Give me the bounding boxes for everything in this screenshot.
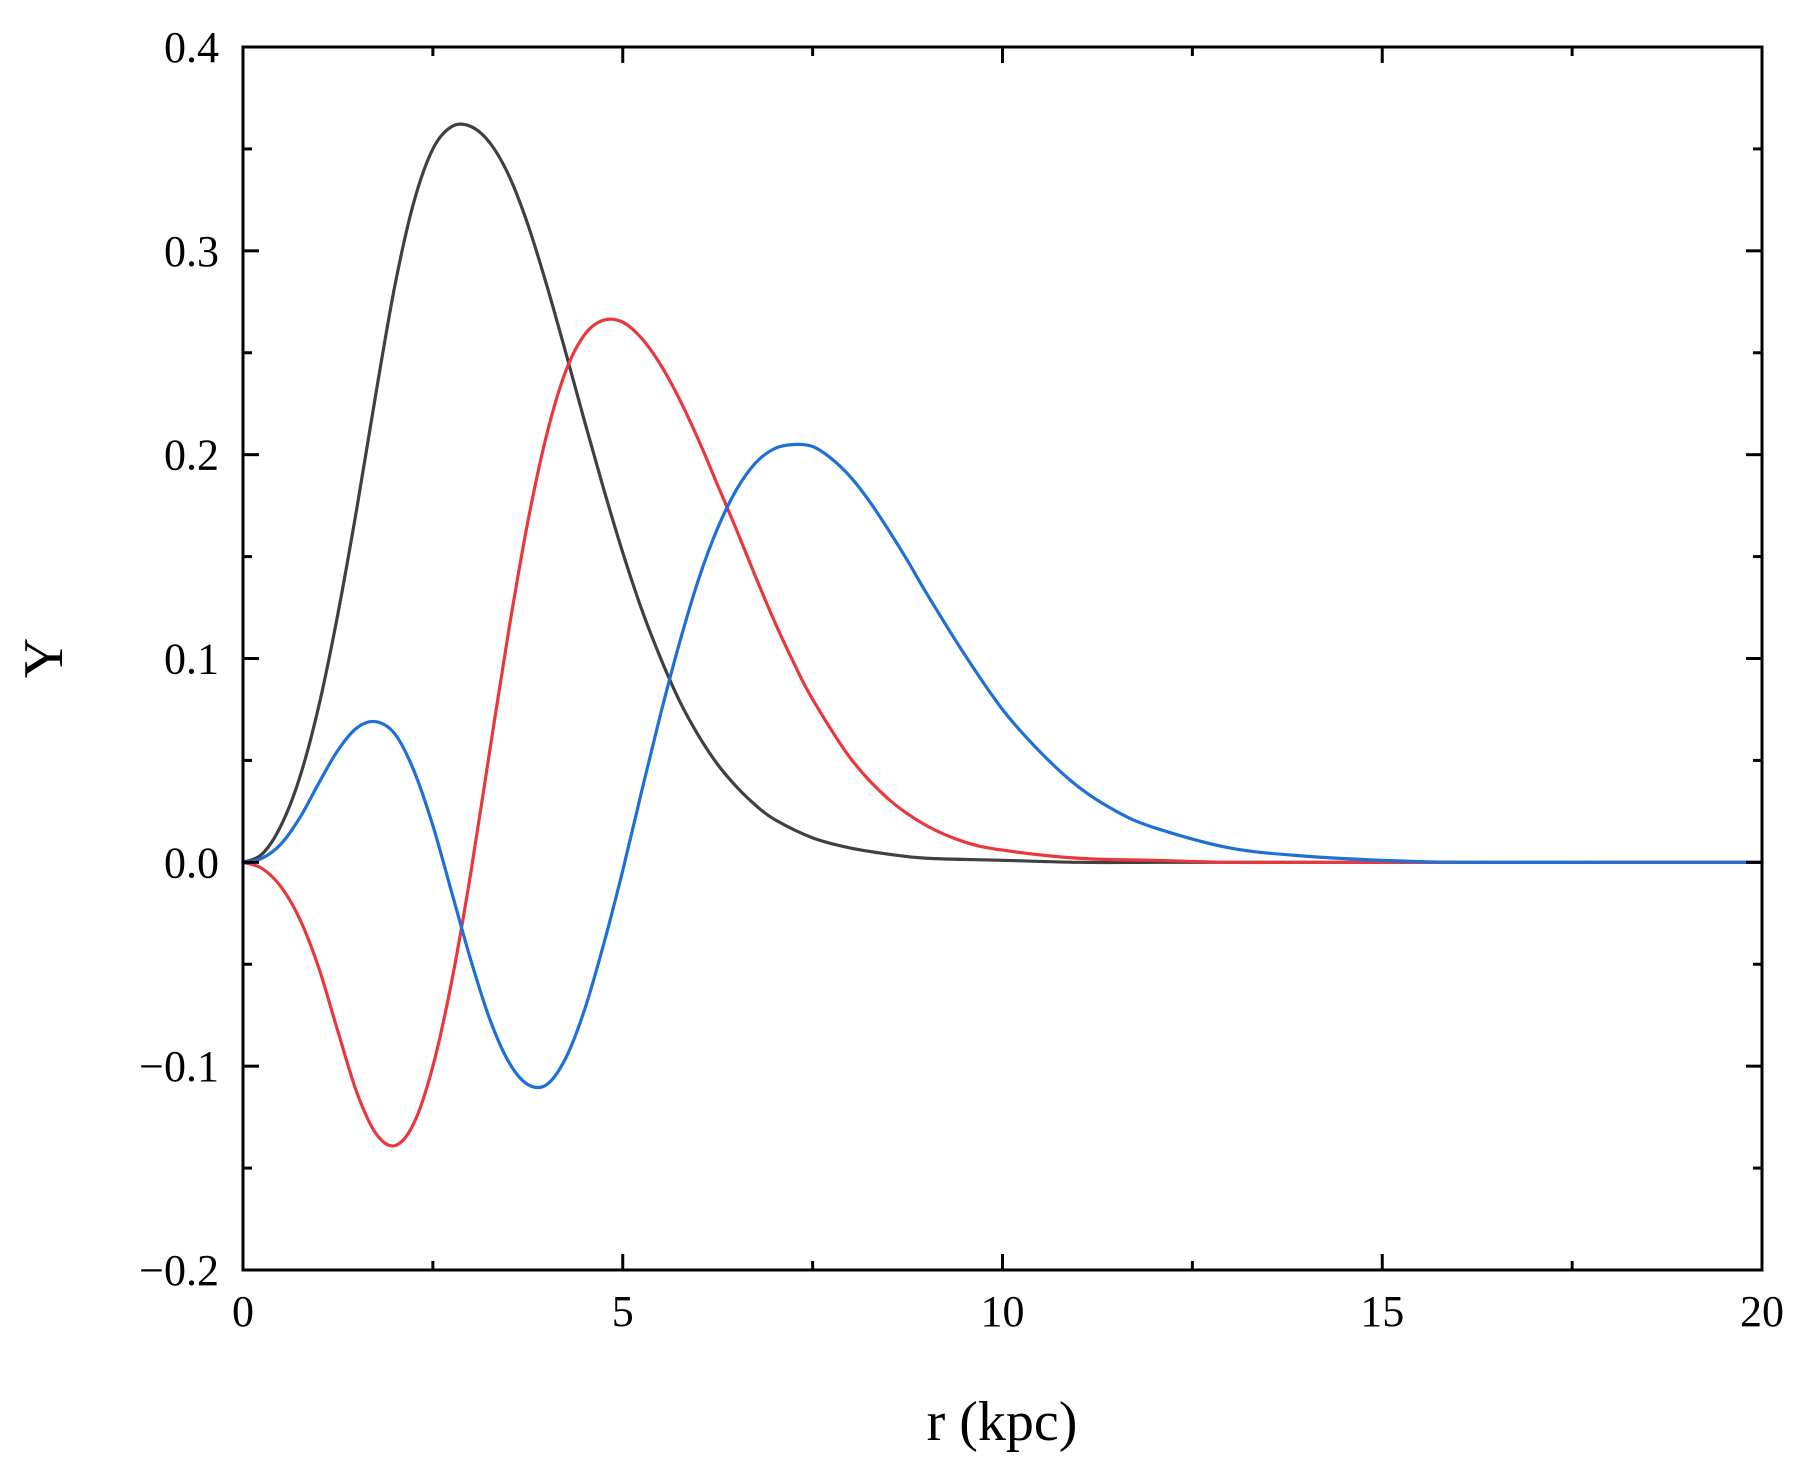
plot-frame (241, 45, 1764, 1272)
x-axis-title: r (kpc) (927, 1391, 1078, 1453)
x-tick-label: 0 (232, 1287, 254, 1336)
x-tick-label: 5 (612, 1287, 634, 1336)
y-tick-label: −0.1 (139, 1042, 219, 1091)
y-tick-label: −0.2 (139, 1246, 219, 1295)
x-tick-label: 15 (1360, 1287, 1404, 1336)
series-line-3 (241, 442, 1764, 1090)
x-tick-label: 10 (981, 1287, 1025, 1336)
x-tick-label: 20 (1740, 1287, 1784, 1336)
series-layer (241, 122, 1764, 1148)
series-line-2 (241, 317, 1764, 1148)
y-tick-label: 0.0 (164, 838, 219, 887)
ticks-layer (241, 45, 1764, 1272)
tick-labels-layer: 0 5 10 15 20 −0.2 −0.1 0.0 0.1 0.2 0.3 0.4 (139, 23, 1784, 1336)
y-tick-label: 0.4 (164, 23, 219, 72)
y-tick-label: 0.1 (164, 635, 219, 684)
y-tick-label: 0.2 (164, 431, 219, 480)
y-tick-label: 0.3 (164, 227, 219, 276)
series-line-1 (241, 122, 1764, 865)
y-axis-title: Y (13, 638, 75, 678)
